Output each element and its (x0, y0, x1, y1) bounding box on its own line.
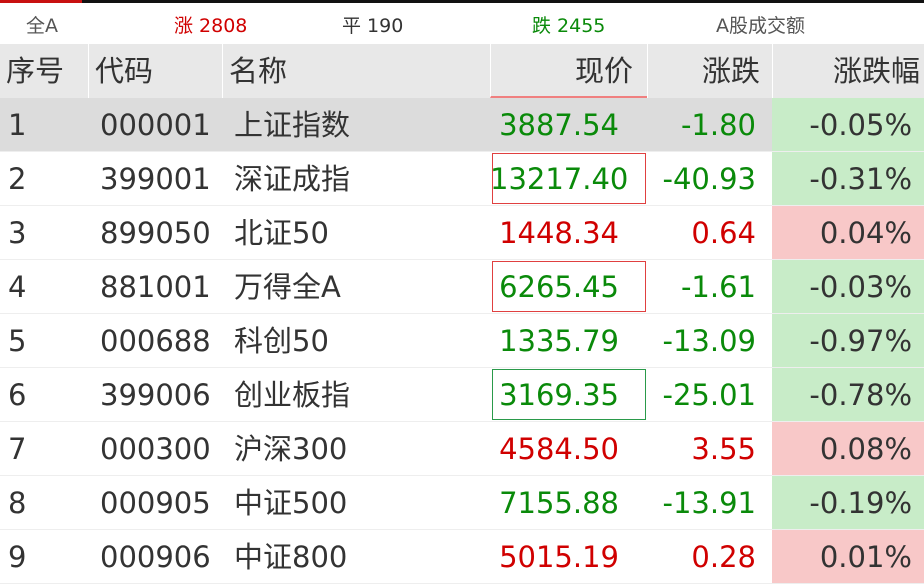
table-row[interactable]: 4 881001 万得全A 6265.45 -1.61 -0.03% (0, 260, 924, 314)
row-change-pct: 0.08% (772, 422, 924, 475)
turnover-label[interactable]: A股成交额 (716, 15, 805, 37)
row-index: 7 (8, 432, 27, 466)
row-change-pct: -0.03% (772, 260, 924, 313)
row-index: 5 (8, 324, 27, 358)
row-change: -1.61 (680, 270, 756, 304)
row-code: 899050 (100, 216, 211, 250)
row-name: 万得全A (234, 270, 341, 304)
row-change: -25.01 (662, 378, 757, 412)
row-code: 399001 (100, 162, 211, 196)
row-name: 科创50 (234, 324, 329, 358)
row-price: 5015.19 (499, 540, 619, 574)
row-code: 000300 (100, 432, 211, 466)
row-code: 000905 (100, 486, 211, 520)
row-index: 9 (8, 540, 27, 574)
table-row[interactable]: 7 000300 沪深300 4584.50 3.55 0.08% (0, 422, 924, 476)
row-price: 3169.35 (499, 378, 619, 412)
table-row[interactable]: 9 000906 中证800 5015.19 0.28 0.01% (0, 530, 924, 584)
row-name: 中证500 (234, 486, 348, 520)
row-change-pct: -0.05% (772, 98, 924, 151)
row-name: 创业板指 (234, 378, 351, 412)
table-row[interactable]: 6 399006 创业板指 3169.35 -25.01 -0.78% (0, 368, 924, 422)
table-row[interactable]: 8 000905 中证500 7155.88 -13.91 -0.19% (0, 476, 924, 530)
row-change: -1.80 (680, 108, 756, 142)
col-change-pct[interactable]: 涨跌幅 (772, 44, 924, 98)
tab-indicator-bar (0, 0, 924, 3)
row-change-pct: 0.04% (772, 206, 924, 259)
row-name: 北证50 (234, 216, 329, 250)
table-row[interactable]: 1 000001 上证指数 3887.54 -1.80 -0.05% (0, 98, 924, 152)
col-code[interactable]: 代码 (88, 44, 222, 98)
row-change-pct: -0.19% (772, 476, 924, 529)
row-price: 13217.40 (490, 162, 629, 196)
row-change: 0.64 (691, 216, 756, 250)
price-flash-box (492, 261, 646, 312)
row-name: 上证指数 (234, 108, 351, 142)
active-tab-indicator (0, 0, 82, 3)
market-stats-bar: 全A 涨 2808 平 190 跌 2455 A股成交额 (0, 3, 924, 41)
table-row[interactable]: 5 000688 科创50 1335.79 -13.09 -0.97% (0, 314, 924, 368)
up-count: 涨 2808 (174, 15, 248, 37)
price-flash-box (492, 369, 646, 420)
col-index[interactable]: 序号 (6, 54, 65, 88)
row-change-pct: -0.78% (772, 368, 924, 421)
row-code: 000688 (100, 324, 211, 358)
row-price: 3887.54 (499, 108, 619, 142)
row-change-pct: -0.31% (772, 152, 924, 205)
down-count: 跌 2455 (532, 15, 606, 37)
table-row[interactable]: 2 399001 深证成指 13217.40 -40.93 -0.31% (0, 152, 924, 206)
row-price: 7155.88 (499, 486, 619, 520)
row-name: 中证800 (234, 540, 348, 574)
row-change: 0.28 (691, 540, 756, 574)
row-price: 1335.79 (499, 324, 619, 358)
row-change-pct: -0.97% (772, 314, 924, 367)
row-change: -13.09 (662, 324, 757, 358)
row-index: 1 (8, 108, 27, 142)
row-code: 399006 (100, 378, 211, 412)
col-price[interactable]: 现价 (490, 44, 647, 98)
table-row[interactable]: 3 899050 北证50 1448.34 0.64 0.04% (0, 206, 924, 260)
row-price: 6265.45 (499, 270, 619, 304)
flat-count: 平 190 (342, 15, 404, 37)
row-change: 3.55 (691, 432, 756, 466)
col-change[interactable]: 涨跌 (647, 44, 772, 98)
row-change: -40.93 (662, 162, 757, 196)
row-index: 3 (8, 216, 27, 250)
market-filter[interactable]: 全A (26, 15, 58, 37)
row-index: 4 (8, 270, 27, 304)
row-change-pct: 0.01% (772, 530, 924, 583)
price-flash-box (492, 153, 646, 204)
row-name: 深证成指 (234, 162, 351, 196)
table-header: 序号 代码 名称 现价 涨跌 涨跌幅 (0, 44, 924, 98)
row-change: -13.91 (662, 486, 757, 520)
row-price: 1448.34 (499, 216, 619, 250)
col-name[interactable]: 名称 (222, 44, 490, 98)
row-code: 000001 (100, 108, 211, 142)
row-index: 2 (8, 162, 27, 196)
row-code: 000906 (100, 540, 211, 574)
row-name: 沪深300 (234, 432, 348, 466)
row-index: 8 (8, 486, 27, 520)
row-code: 881001 (100, 270, 211, 304)
row-index: 6 (8, 378, 27, 412)
row-price: 4584.50 (499, 432, 619, 466)
